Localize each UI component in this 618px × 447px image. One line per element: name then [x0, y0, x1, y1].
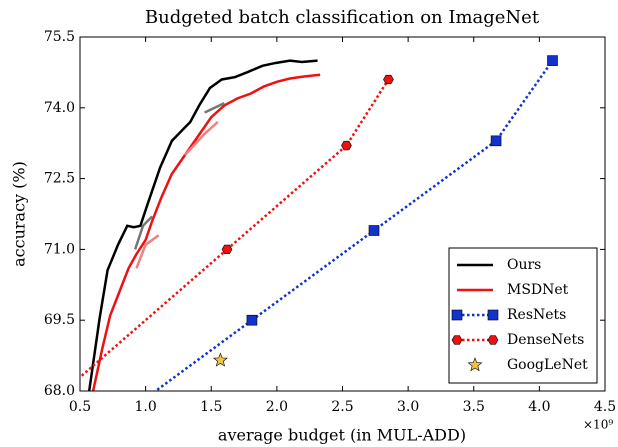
marker	[451, 309, 463, 321]
marker	[451, 335, 463, 345]
marker	[487, 335, 499, 345]
x-tick-label: 4.0	[528, 399, 550, 415]
x-tick-label: 0.5	[69, 399, 91, 415]
marker	[212, 352, 228, 367]
legend-label: Ours	[507, 257, 541, 273]
series-line	[91, 73, 321, 391]
y-tick-label: 75.5	[44, 29, 75, 45]
legend-label: DenseNets	[507, 332, 584, 348]
series-line	[133, 215, 154, 250]
legend-label: GoogLeNet	[507, 357, 588, 373]
y-tick-label: 72.5	[44, 171, 75, 187]
legend-label: ResNets	[507, 307, 566, 323]
line-extension	[153, 319, 253, 391]
series-line	[135, 234, 160, 269]
marker	[383, 74, 394, 85]
marker	[467, 357, 483, 372]
marker	[547, 55, 558, 66]
x-multiplier: ×10⁹	[583, 418, 613, 432]
x-tick-label: 1.0	[134, 399, 156, 415]
x-tick-label: 1.5	[200, 399, 222, 415]
series-line	[226, 78, 390, 251]
x-tick-label: 3.5	[463, 399, 485, 415]
marker	[368, 225, 380, 236]
series-line	[87, 59, 318, 391]
x-axis-label: average budget (in MUL-ADD)	[218, 426, 466, 445]
x-tick-label: 3.0	[397, 399, 419, 415]
series-line	[251, 59, 554, 322]
marker	[221, 244, 233, 255]
y-tick-label: 69.5	[44, 312, 75, 328]
plot	[80, 55, 558, 391]
marker	[246, 314, 258, 326]
line-extension	[80, 248, 228, 379]
marker	[490, 135, 502, 147]
chart-title: Budgeted batch classification on ImageNe…	[145, 7, 540, 28]
series-line	[204, 101, 225, 114]
y-tick-label: 74.0	[44, 100, 75, 116]
y-axis-label: accuracy (%)	[10, 161, 29, 267]
y-tick-label: 68.0	[44, 383, 75, 399]
plot-frame	[79, 36, 606, 392]
x-tick-label: 2.5	[331, 399, 353, 415]
legend-label: MSDNet	[507, 282, 569, 298]
marker	[487, 309, 499, 321]
marker	[341, 140, 352, 151]
y-tick-label: 71.0	[44, 241, 75, 257]
series-line	[184, 121, 219, 156]
x-tick-label: 2.0	[266, 399, 288, 415]
x-tick-label: 4.5	[594, 399, 616, 415]
